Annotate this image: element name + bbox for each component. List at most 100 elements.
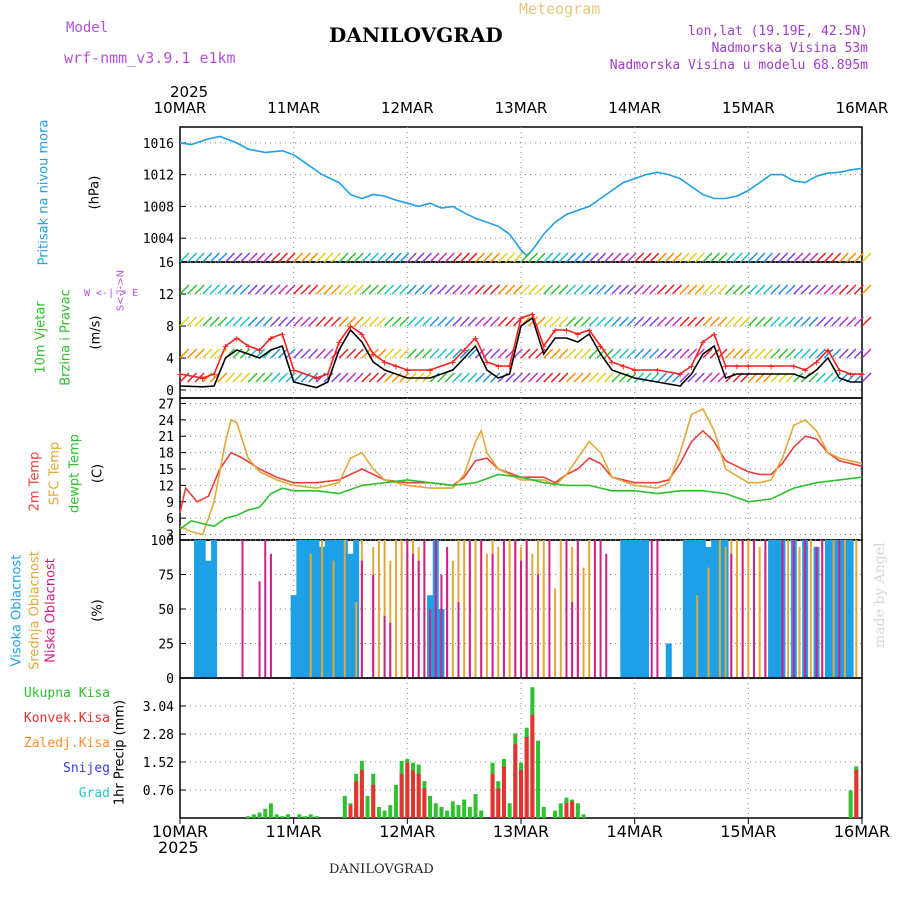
wind-barb <box>467 348 478 359</box>
y-tick-label: 8 <box>166 320 174 335</box>
y-tick-label: 0.76 <box>143 784 174 799</box>
bar <box>400 540 403 678</box>
wind-barb <box>679 372 690 383</box>
bar <box>485 553 488 678</box>
wind-barb <box>490 348 501 359</box>
wind-barb <box>187 372 198 383</box>
bar <box>576 540 579 678</box>
wind-barb <box>694 316 705 327</box>
wind-barb <box>694 372 705 383</box>
wind-barb <box>475 284 486 295</box>
wind-barb <box>315 284 326 295</box>
series-line <box>179 312 862 379</box>
wind-barb <box>793 252 804 263</box>
wind-marker: + <box>563 324 570 337</box>
wind-barb <box>528 252 539 263</box>
wind-barb <box>277 316 289 327</box>
wind-barb <box>421 316 433 327</box>
wind-barb <box>770 316 781 327</box>
wind-barb <box>293 316 304 327</box>
wind-barb <box>179 252 190 263</box>
wind-marker: + <box>700 336 707 349</box>
wind-barb <box>846 348 857 359</box>
wind-barb <box>573 252 584 263</box>
wind-barb <box>672 316 683 327</box>
bar <box>531 553 534 678</box>
wind-barb <box>240 284 251 295</box>
wind-barb <box>816 316 827 327</box>
wind-barb <box>224 372 235 383</box>
bar <box>480 540 483 678</box>
wind-marker: + <box>790 360 797 373</box>
bar <box>564 803 569 818</box>
wind-marker: + <box>324 368 331 381</box>
wind-barb <box>270 284 281 295</box>
y-tick-label: 3 <box>166 529 174 544</box>
wind-barb <box>475 316 486 327</box>
wind-barb <box>725 252 736 263</box>
wind-barb <box>861 372 872 383</box>
wind-barb <box>202 284 213 295</box>
bar <box>211 540 218 678</box>
wind-barb <box>437 316 448 327</box>
wind-barb <box>581 252 592 263</box>
y-tick-label: 4 <box>166 352 174 367</box>
wind-barb <box>702 372 713 383</box>
wind-barb <box>376 372 387 383</box>
wind-barb <box>293 252 304 263</box>
wind-barb <box>285 284 296 295</box>
wind-barb <box>717 284 728 295</box>
wind-barb <box>634 284 645 295</box>
wind-barb <box>626 284 637 295</box>
wind-barb <box>490 372 501 383</box>
wind-barb <box>770 252 781 263</box>
wind-barb <box>588 252 599 263</box>
bar <box>440 574 443 678</box>
wind-barb <box>482 372 493 383</box>
bar <box>439 806 444 818</box>
bar <box>359 770 364 818</box>
bar <box>696 595 699 678</box>
wind-barb <box>694 252 705 263</box>
wind-barb <box>641 252 652 263</box>
bar <box>321 540 324 678</box>
y-tick-label: 100 <box>151 534 174 549</box>
wind-barb <box>482 252 493 263</box>
bar <box>508 540 511 678</box>
bar <box>354 781 359 818</box>
y-tick-label: 1016 <box>143 137 174 152</box>
wind-barb <box>816 284 827 295</box>
wind-barb <box>573 284 584 295</box>
wind-barb <box>641 372 652 383</box>
wind-barb <box>391 252 402 263</box>
wind-barb <box>649 252 660 263</box>
wind-barb <box>664 284 675 295</box>
wind-barb <box>641 316 652 327</box>
wind-barb <box>565 316 576 327</box>
wind-barb <box>353 316 364 327</box>
wind-barb <box>414 252 425 263</box>
wind-barb <box>376 284 387 295</box>
wind-barb <box>444 348 455 359</box>
wind-barb <box>512 284 523 295</box>
wind-barb <box>482 316 493 327</box>
bar <box>457 602 460 678</box>
wind-barb <box>459 316 470 327</box>
wind-barb <box>823 252 834 263</box>
bar <box>309 553 312 678</box>
date-tick-label-top: 12MAR <box>381 99 434 117</box>
wind-barb <box>255 372 266 383</box>
wind-barb <box>421 348 433 359</box>
wind-barb <box>308 252 319 263</box>
date-tick-label-top: 16MAR <box>836 99 889 117</box>
wind-barb <box>762 348 774 359</box>
bar <box>446 546 449 678</box>
wind-barb <box>672 348 683 359</box>
bar <box>428 795 433 818</box>
wind-barb <box>565 252 576 263</box>
wind-barb <box>846 252 857 263</box>
wind-barb <box>262 372 273 383</box>
wind-barb <box>778 316 789 327</box>
bar <box>501 766 506 818</box>
wind-barb <box>202 372 213 383</box>
